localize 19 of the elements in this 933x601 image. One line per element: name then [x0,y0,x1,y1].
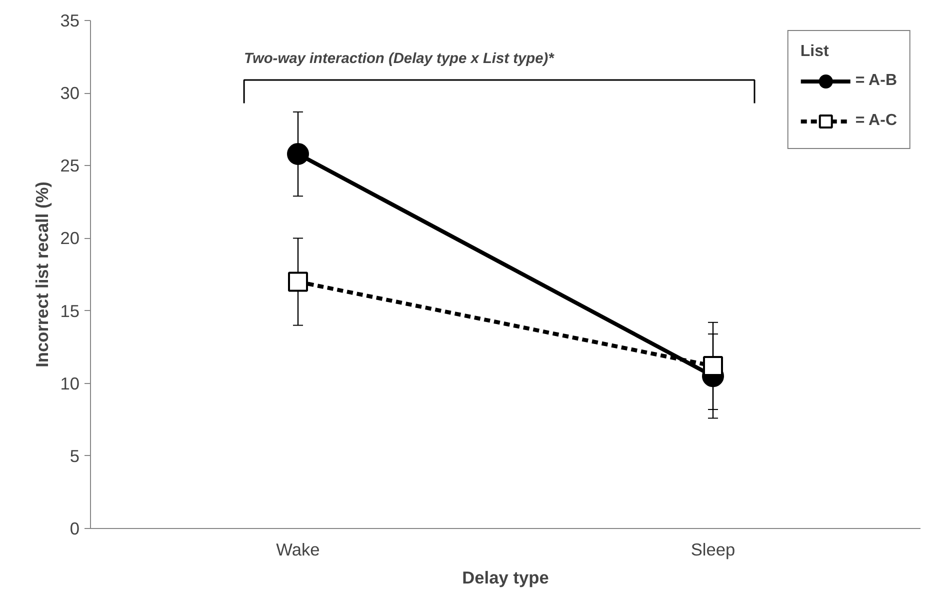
y-tick-label: 25 [60,156,80,176]
x-tick-label: Wake [276,540,320,560]
x-axis-title: Delay type [462,568,550,588]
y-tick-label: 5 [70,446,80,466]
legend-label: = A-B [855,72,897,90]
legend-label: = A-C [855,112,897,130]
point [287,143,309,166]
y-tick-label: 30 [60,83,80,104]
point [288,272,308,292]
y-axis-title: Incorrect list recall (%) [32,182,52,368]
y-tick-label: 10 [60,373,80,394]
x-tick-label: Sleep [690,540,736,560]
y-tick-label: 15 [60,300,80,321]
annotation: Two-way interaction (Delay type x List type)* [244,50,556,67]
y-tick-label: 0 [70,518,80,538]
point [703,356,723,376]
legend-title: List [800,43,830,61]
y-tick-label: 20 [60,228,80,248]
y-tick-label: 35 [60,10,80,30]
